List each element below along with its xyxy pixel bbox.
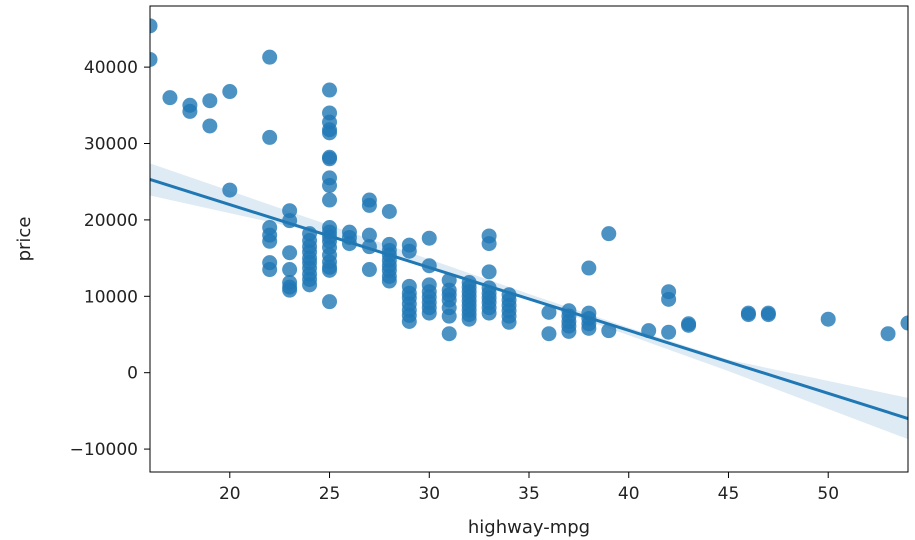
data-point (381, 203, 397, 219)
x-tick-label: 20 (219, 484, 241, 504)
x-tick-label: 45 (718, 484, 740, 504)
data-point (282, 245, 298, 261)
data-point (262, 262, 278, 278)
data-point (150, 51, 158, 67)
data-point (202, 93, 218, 109)
data-point (481, 236, 497, 252)
data-point (262, 49, 278, 65)
data-point (322, 192, 338, 208)
data-point (302, 277, 318, 293)
data-point (150, 18, 158, 34)
data-point (601, 323, 617, 339)
data-point (421, 230, 437, 246)
data-point (601, 226, 617, 242)
y-tick-label: −10000 (70, 440, 138, 460)
data-point (501, 314, 517, 330)
data-point (322, 82, 338, 98)
confidence-band (150, 163, 908, 440)
x-tick-label: 35 (518, 484, 540, 504)
data-point (561, 323, 577, 339)
y-tick-label: 0 (127, 364, 138, 384)
data-point (202, 118, 218, 134)
data-point (401, 243, 417, 259)
confidence-band-layer (150, 163, 908, 440)
y-tick-label: 10000 (84, 287, 138, 307)
data-point (222, 182, 238, 198)
regression-line-layer (150, 177, 908, 420)
data-point (740, 307, 756, 323)
data-point (262, 233, 278, 249)
data-point (900, 315, 908, 331)
x-tick-label: 50 (817, 484, 839, 504)
data-point (361, 227, 377, 243)
data-point (182, 103, 198, 119)
data-points-layer (150, 18, 908, 342)
y-axis-ticks: −10000 0 10000 20000 30000 40000 (70, 58, 150, 460)
x-axis-label: highway-mpg (468, 517, 590, 538)
data-point (581, 320, 597, 336)
y-tick-label: 40000 (84, 58, 138, 78)
data-point (880, 326, 896, 342)
data-point (401, 314, 417, 330)
x-tick-label: 30 (418, 484, 440, 504)
data-point (541, 304, 557, 320)
y-tick-label: 30000 (84, 135, 138, 155)
data-point (322, 178, 338, 194)
data-point (441, 326, 457, 342)
data-point (322, 125, 338, 141)
data-point (481, 305, 497, 321)
regression-line (150, 177, 908, 420)
data-point (222, 84, 238, 100)
data-point (282, 262, 298, 278)
data-point (541, 326, 557, 342)
data-point (820, 311, 836, 327)
data-point (282, 282, 298, 298)
y-tick-label: 20000 (84, 211, 138, 231)
data-point (381, 273, 397, 289)
data-point (322, 294, 338, 310)
data-point (661, 291, 677, 307)
data-point (322, 262, 338, 278)
data-point (581, 260, 597, 276)
x-tick-label: 25 (319, 484, 341, 504)
data-point (262, 129, 278, 145)
data-point (760, 307, 776, 323)
data-point (461, 311, 477, 327)
data-point (162, 90, 178, 106)
data-point (441, 308, 457, 324)
x-axis-ticks: 20 25 30 35 40 45 50 (219, 472, 839, 504)
x-tick-label: 40 (618, 484, 640, 504)
data-point (481, 264, 497, 280)
data-point (661, 324, 677, 340)
data-point (681, 317, 697, 333)
data-point (361, 197, 377, 213)
data-point (361, 262, 377, 278)
data-point (421, 305, 437, 321)
y-axis-label: price (14, 217, 35, 262)
data-point (322, 151, 338, 167)
